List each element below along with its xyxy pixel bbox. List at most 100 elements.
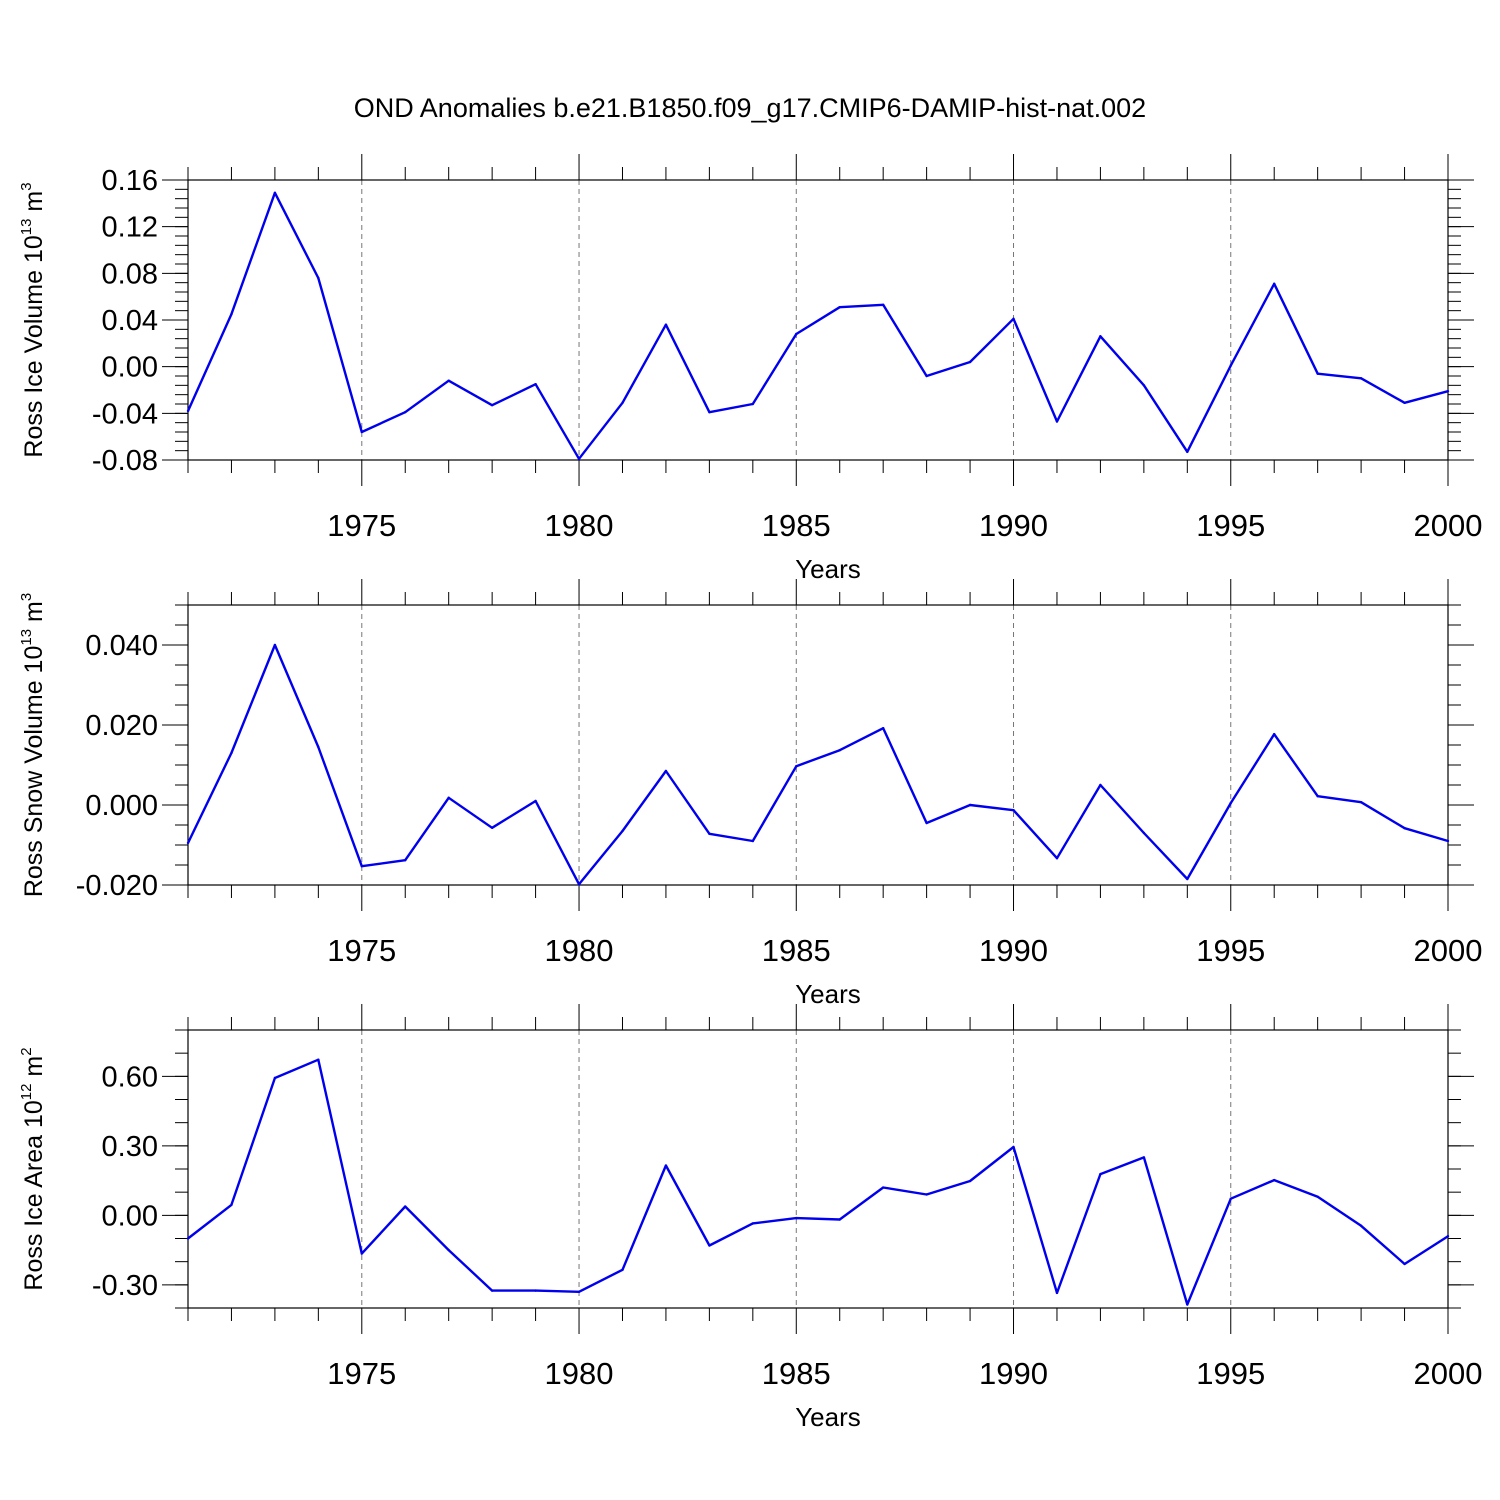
data-point-1972 [230, 312, 233, 316]
data-point-1994 [1186, 450, 1189, 454]
data-point-1997 [1316, 795, 1319, 798]
data-point-1986 [838, 749, 841, 752]
data-point-1989 [968, 803, 972, 807]
data-point-1995 [1229, 364, 1232, 367]
data-point-1993 [1142, 384, 1146, 387]
chart-panel-1: -0.08 -0.04 0.00 0.04 0.08 0.12 0.16 1975 1980 19… [18, 154, 1482, 584]
data-point-1974 [317, 276, 320, 280]
x-tick-label: 1985 [762, 933, 831, 968]
data-point-1973 [273, 1076, 277, 1080]
data-point-1972 [230, 751, 233, 755]
data-point-1996 [1273, 733, 1276, 736]
series-line [186, 643, 1449, 886]
x-tick-label: 1995 [1196, 933, 1265, 968]
data-point-1978 [490, 826, 494, 829]
data-point-1987 [881, 303, 885, 307]
data-point-1991 [1055, 420, 1059, 423]
data-point-1992 [1099, 335, 1102, 338]
data-point-1983 [708, 1244, 711, 1247]
x-tick-label: 1985 [762, 508, 831, 543]
x-axis-label: Years [795, 554, 861, 584]
y-tick-label: 0.08 [102, 258, 158, 290]
data-point-1978 [490, 403, 494, 407]
data-point-1997 [1316, 1195, 1319, 1199]
x-tick-label: 2000 [1414, 1356, 1483, 1391]
data-point-1995 [1229, 801, 1232, 805]
panels: -0.08 -0.04 0.00 0.04 0.08 0.12 0.16 1975 1980 19… [18, 154, 1482, 1432]
data-point-1994 [1186, 1303, 1189, 1306]
series-line [186, 191, 1449, 460]
data-point-1994 [1186, 877, 1189, 881]
data-point-1976 [404, 859, 407, 862]
data-point-1985 [795, 765, 798, 768]
data-point-1971 [186, 841, 190, 845]
data-point-1999 [1403, 1262, 1406, 1266]
data-point-1998 [1359, 801, 1363, 804]
data-point-1979 [534, 1289, 537, 1292]
data-point-1988 [925, 821, 928, 825]
data-point-1982 [664, 769, 668, 773]
data-point-1993 [1142, 831, 1146, 835]
data-point-1998 [1359, 377, 1363, 380]
x-tick-label: 1995 [1196, 1356, 1265, 1391]
y-tick-label: 0.04 [102, 305, 158, 337]
data-point-1973 [273, 643, 277, 647]
data-point-1985 [795, 1216, 798, 1220]
data-point-1992 [1099, 783, 1102, 787]
data-point-1986 [838, 1218, 841, 1221]
x-tick-label: 2000 [1414, 508, 1483, 543]
data-point-1984 [751, 402, 755, 406]
data-point-1986 [838, 305, 841, 309]
data-point-1971 [186, 409, 190, 413]
x-tick-label: 1975 [327, 1356, 396, 1391]
data-point-1982 [664, 323, 668, 326]
x-tick-label: 2000 [1414, 933, 1483, 968]
data-point-1977 [447, 1248, 450, 1252]
x-tick-label: 1980 [545, 1356, 614, 1391]
data-point-1976 [404, 1205, 407, 1208]
y-tick-label: 0.12 [102, 212, 158, 244]
y-tick-label: 0.00 [102, 352, 158, 384]
y-tick-label: -0.08 [92, 445, 158, 477]
data-point-1981 [621, 1268, 624, 1271]
chart-panel-3: -0.30 0.00 0.30 0.60 1975 1980 1985 1990 1995 200… [18, 1004, 1482, 1432]
data-point-1979 [534, 799, 537, 803]
series-line [187, 1058, 1449, 1306]
y-tick-label: -0.020 [76, 870, 158, 902]
data-point-1983 [708, 832, 711, 835]
data-point-1987 [881, 727, 885, 730]
figure-title: OND Anomalies b.e21.B1850.f09_g17.CMIP6-… [354, 93, 1146, 123]
data-point-1976 [404, 410, 407, 414]
y-tick-label: 0.30 [102, 1131, 158, 1163]
data-point-2000 [1446, 1234, 1450, 1238]
data-point-1989 [968, 1179, 972, 1183]
y-tick-label: 0.60 [102, 1061, 158, 1093]
data-point-1990 [1012, 809, 1015, 812]
data-point-2000 [1446, 839, 1450, 843]
data-point-1973 [273, 191, 277, 195]
x-tick-label: 1995 [1196, 508, 1265, 543]
data-point-1978 [490, 1289, 494, 1292]
y-tick-label: 0.040 [85, 630, 158, 662]
data-point-1987 [881, 1186, 885, 1189]
data-point-1988 [925, 1193, 928, 1196]
y-tick-label: 0.00 [102, 1200, 158, 1232]
data-point-1974 [317, 745, 320, 749]
data-point-1980 [577, 883, 581, 886]
x-tick-label: 1975 [327, 508, 396, 543]
data-point-1999 [1403, 401, 1406, 405]
data-point-1990 [1012, 1145, 1015, 1149]
data-point-1995 [1229, 1197, 1232, 1200]
data-point-1975 [360, 430, 363, 434]
y-tick-label: 0.16 [102, 165, 158, 197]
x-tick-label: 1985 [762, 1356, 831, 1391]
data-point-1999 [1403, 827, 1406, 830]
data-point-1979 [534, 382, 537, 386]
data-point-1996 [1273, 282, 1276, 286]
data-point-1971 [186, 1237, 190, 1240]
y-tick-label: 0.020 [85, 710, 158, 742]
data-point-1980 [577, 457, 581, 461]
data-point-1982 [664, 1164, 668, 1167]
data-point-1984 [751, 1222, 755, 1225]
data-point-1980 [577, 1290, 581, 1293]
